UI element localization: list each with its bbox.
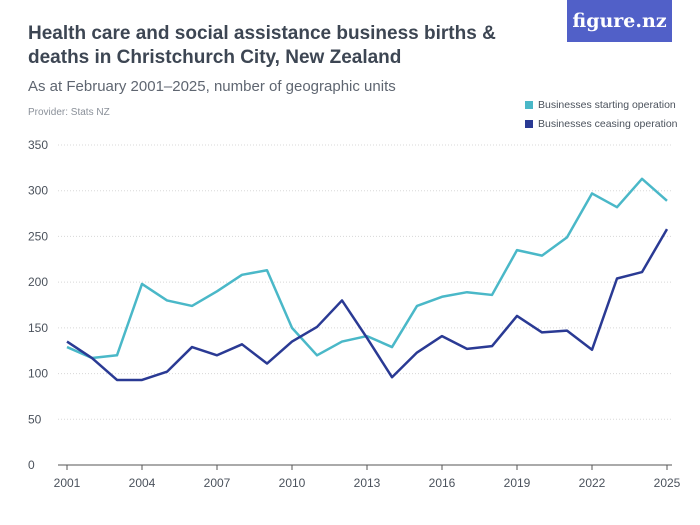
chart-subtitle: As at February 2001–2025, number of geog…	[28, 78, 396, 95]
y-tick-label: 50	[28, 412, 42, 426]
x-tick-label: 2019	[504, 476, 531, 490]
y-tick-label: 300	[28, 184, 48, 198]
figure-nz-logo[interactable]: figure.nz	[567, 0, 672, 42]
legend-item-starting: Businesses starting operation	[525, 95, 678, 114]
y-tick-label: 350	[28, 138, 48, 152]
y-tick-label: 200	[28, 275, 48, 289]
x-tick-label: 2007	[204, 476, 231, 490]
provider: Provider: Stats NZ	[28, 107, 110, 118]
x-tick-label: 2001	[54, 476, 81, 490]
legend-swatch	[525, 119, 533, 128]
y-tick-label: 250	[28, 229, 48, 243]
y-tick-label: 100	[28, 367, 48, 381]
chart-title: Health care and social assistance busine…	[28, 23, 496, 68]
x-tick-label: 2022	[579, 476, 606, 490]
legend-label: Businesses ceasing operation	[538, 117, 678, 130]
series-line-starting	[66, 177, 668, 360]
x-tick-label: 2025	[654, 476, 681, 490]
legend-item-ceasing: Businesses ceasing operation	[525, 114, 678, 133]
x-tick-label: 2010	[279, 476, 306, 490]
x-tick-label: 2004	[129, 476, 156, 490]
x-tick-label: 2016	[429, 476, 456, 490]
legend-label: Businesses starting operation	[538, 98, 676, 111]
y-tick-label: 0	[28, 458, 35, 472]
legend: Businesses starting operation Businesses…	[525, 95, 678, 133]
x-tick-label: 2013	[354, 476, 381, 490]
y-tick-label: 150	[28, 321, 48, 335]
legend-swatch	[525, 100, 533, 109]
series-line-ceasing	[66, 228, 669, 382]
